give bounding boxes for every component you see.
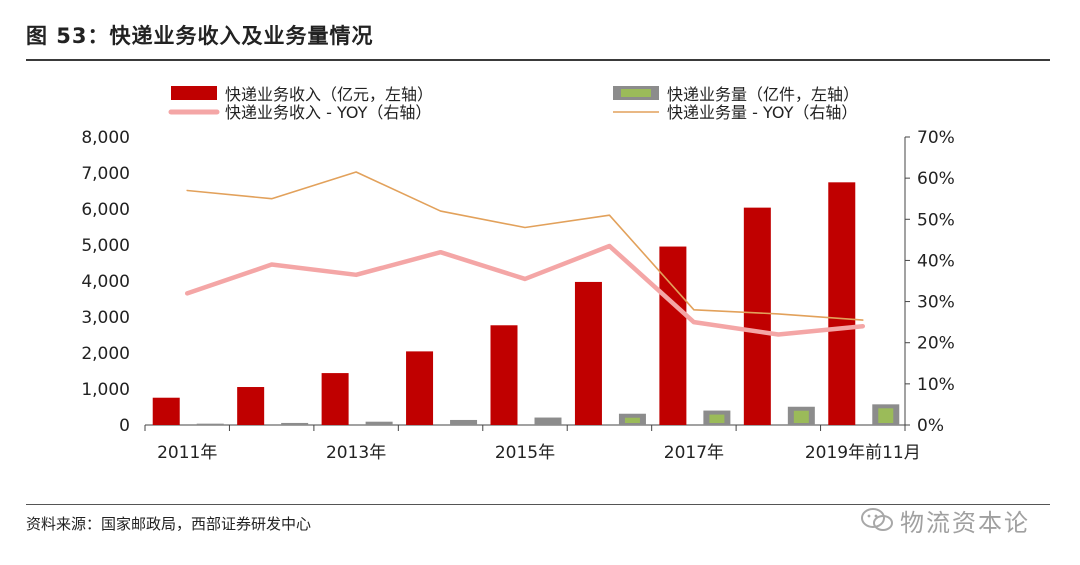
volume-bar: [450, 419, 478, 425]
revenue-bar: [237, 387, 265, 425]
volume-bar: [281, 422, 309, 425]
left-axis-tick-label: 8,000: [81, 128, 130, 148]
revenue-bar: [659, 246, 687, 425]
volume-bar-highlight: [793, 410, 809, 423]
top-divider: [26, 59, 1050, 61]
watermark-text: 物流资本论: [900, 509, 1030, 537]
bottom-divider: [26, 504, 1050, 505]
left-axis-tick-label: 3,000: [81, 308, 130, 328]
legend-label-revenue-yoy: 快递业务收入 - YOY（右轴）: [225, 103, 431, 122]
revenue-yoy-line: [184, 243, 866, 337]
revenue-bar: [828, 182, 856, 425]
right-axis-tick-label: 20%: [917, 334, 955, 354]
volume-bar-highlight: [624, 417, 640, 423]
chart-area: 0% 10% 20% 30% 40% 50% 60% 70% 0 1,000 2,000 3,000 4…: [81, 85, 955, 463]
source-note: 资料来源：国家邮政局，西部证券研发中心: [26, 515, 312, 533]
left-axis-tick-label: 1,000: [81, 380, 130, 400]
volume-bar: [365, 421, 393, 425]
volume-yoy-line: [186, 171, 864, 321]
revenue-bar: [406, 351, 434, 425]
volume-bar-highlight: [878, 408, 894, 423]
volume-bar-highlight: [709, 414, 725, 423]
revenue-bar: [490, 325, 518, 425]
right-axis-tick-label: 60%: [917, 169, 955, 189]
volume-bar: [196, 423, 224, 425]
revenue-bar: [152, 397, 180, 425]
x-axis-tick-label: 2019年前11月: [805, 443, 921, 463]
right-axis-tick-label: 50%: [917, 210, 955, 230]
x-axis-tick-label: 2017年: [664, 443, 724, 463]
left-axis-tick-label: 4,000: [81, 272, 130, 292]
right-axis-tick-label: 40%: [917, 251, 955, 271]
revenue-bar: [321, 373, 349, 425]
legend-label-volume: 快递业务量（亿件，左轴）: [667, 85, 859, 104]
revenue-bar: [574, 281, 602, 425]
legend-swatch-revenue: [171, 86, 217, 100]
volume-bar: [534, 417, 562, 425]
wechat-icon: [861, 508, 893, 531]
left-axis-tick-label: 7,000: [81, 164, 130, 184]
right-axis-tick-label: 0%: [917, 416, 944, 436]
right-axis-tick-label: 70%: [917, 128, 955, 148]
x-axis-tick-label: 2011年: [157, 443, 217, 463]
figure-title: 图 53：快递业务收入及业务量情况: [26, 24, 374, 48]
right-axis-tick-label: 30%: [917, 293, 955, 313]
legend-swatch-volume-highlight: [621, 89, 651, 97]
left-axis-tick-label: 2,000: [81, 344, 130, 364]
left-axis-tick-label: 6,000: [81, 200, 130, 220]
left-axis-tick-label: 5,000: [81, 236, 130, 256]
x-axis-tick-label: 2013年: [326, 443, 386, 463]
x-axis-tick-label: 2015年: [495, 443, 555, 463]
revenue-bar: [743, 207, 771, 425]
legend-label-volume-yoy: 快递业务量 - YOY（右轴）: [667, 103, 857, 122]
left-axis-tick-label: 0: [119, 416, 130, 436]
legend-label-revenue: 快递业务收入（亿元，左轴）: [225, 85, 433, 104]
right-axis-tick-label: 10%: [917, 375, 955, 395]
